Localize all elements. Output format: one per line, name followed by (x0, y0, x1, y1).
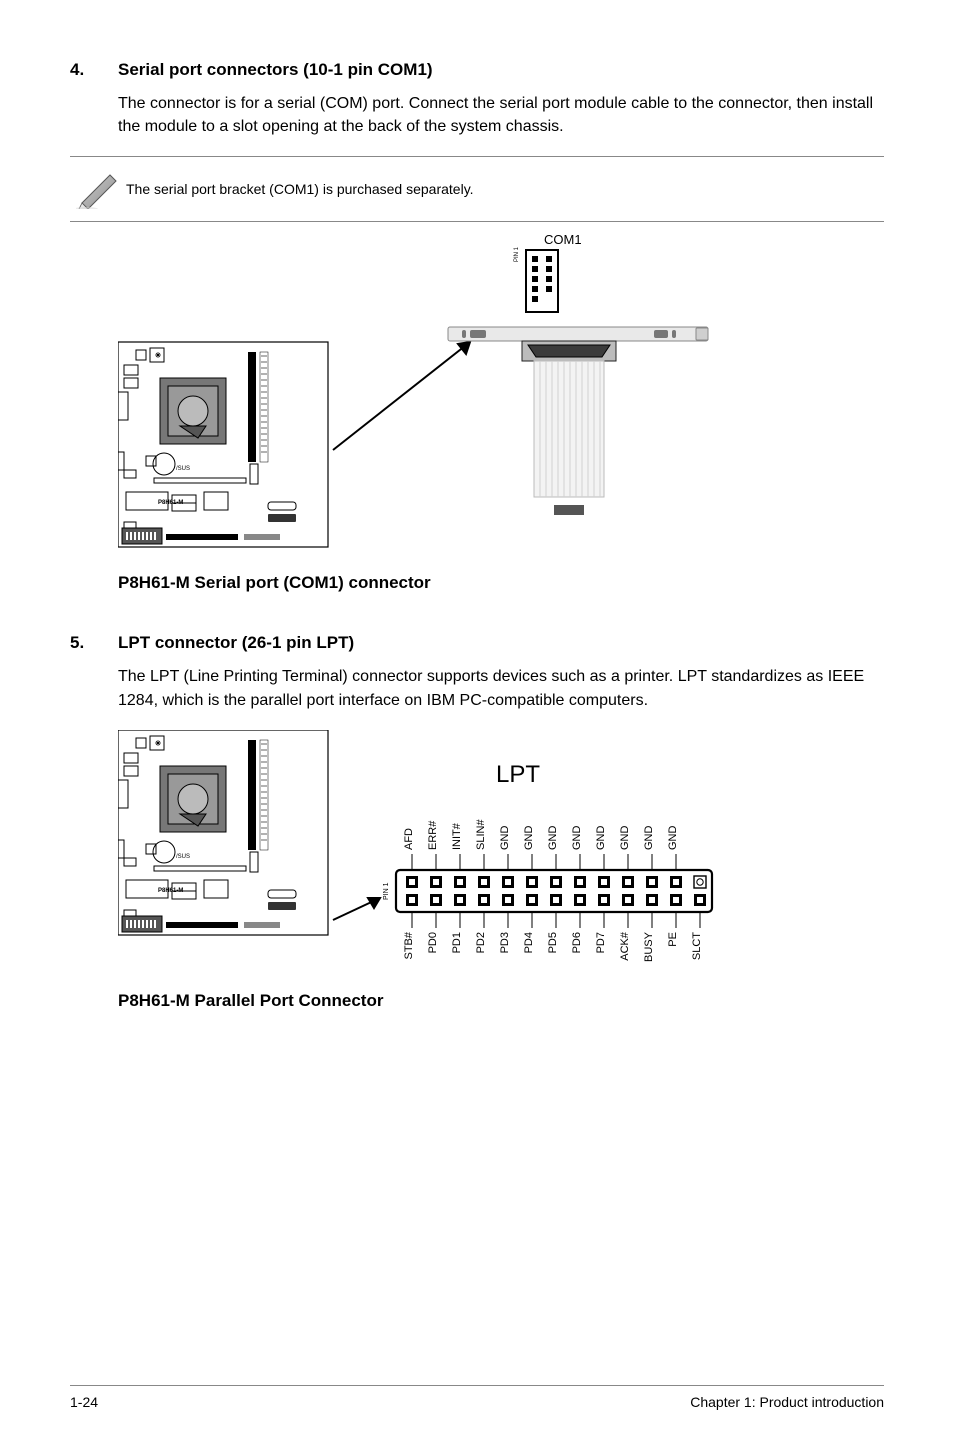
lpt-title: LPT (496, 761, 540, 788)
lpt-top-pin-label: GND (643, 825, 655, 850)
section-number: 5. (70, 633, 118, 653)
lpt-top-pin-label: GND (523, 825, 535, 850)
pencil-icon (70, 169, 126, 209)
lpt-bottom-pin-label: ACK# (619, 931, 631, 961)
lpt-bottom-pin-label: PD2 (475, 932, 487, 953)
svg-text:/SUS: /SUS (176, 854, 190, 860)
lpt-top-pin-label: GND (619, 825, 631, 850)
lpt-top-pin-label: GND (499, 825, 511, 850)
serial-diagram: /SUS P8H61-M (118, 232, 884, 593)
lpt-bottom-pin-label: PD5 (547, 932, 559, 953)
lpt-top-pin-label: INIT# (451, 822, 463, 850)
board-label: P8H61-M (158, 888, 183, 894)
lpt-bottom-pin-label: PD7 (595, 932, 607, 953)
lpt-bottom-pin-label: STB# (403, 931, 415, 959)
lpt-bottom-pin-label: PE (667, 932, 679, 947)
note-text: The serial port bracket (COM1) is purcha… (126, 181, 474, 197)
footer-left: 1-24 (70, 1394, 98, 1410)
section-lpt: 5. LPT connector (26-1 pin LPT) The LPT … (70, 633, 884, 1010)
footer-right: Chapter 1: Product introduction (690, 1394, 884, 1410)
lpt-top-pin-label: SLIN# (475, 818, 487, 849)
lpt-caption: P8H61-M Parallel Port Connector (118, 991, 884, 1011)
lpt-bottom-pin-label: SLCT (691, 931, 703, 959)
section-title: LPT connector (26-1 pin LPT) (118, 633, 354, 653)
lpt-top-pin-label: GND (595, 825, 607, 850)
board-label: P8H61-M (158, 500, 183, 506)
lpt-bottom-pin-label: PD1 (451, 932, 463, 953)
page-footer: 1-24 Chapter 1: Product introduction (70, 1385, 884, 1410)
lpt-top-pin-label: GND (571, 825, 583, 850)
section-body: The LPT (Line Printing Terminal) connect… (118, 665, 884, 711)
section-serial: 4. Serial port connectors (10-1 pin COM1… (70, 60, 884, 593)
section-header: 4. Serial port connectors (10-1 pin COM1… (70, 60, 884, 80)
section-number: 4. (70, 60, 118, 80)
lpt-top-pin-label: GND (667, 825, 679, 850)
lpt-top-pin-label: AFD (403, 828, 415, 850)
section-header: 5. LPT connector (26-1 pin LPT) (70, 633, 884, 653)
section-title: Serial port connectors (10-1 pin COM1) (118, 60, 433, 80)
lpt-diagram: /SUS P8H61-M (118, 730, 884, 1011)
note-row: The serial port bracket (COM1) is purcha… (70, 156, 884, 222)
svg-text:/SUS: /SUS (176, 466, 190, 472)
lpt-bottom-pin-label: PD3 (499, 932, 511, 953)
pin1-label: PIN 1 (383, 882, 390, 900)
lpt-bottom-pin-label: PD6 (571, 932, 583, 953)
lpt-bottom-pin-label: PD4 (523, 932, 535, 953)
page: 4. Serial port connectors (10-1 pin COM1… (0, 0, 954, 1438)
lpt-bottom-pin-label: PD0 (427, 932, 439, 953)
lpt-top-pin-label: ERR# (427, 820, 439, 850)
pin1-label: PIN 1 (514, 247, 520, 263)
lpt-top-pin-label: GND (547, 825, 559, 850)
lpt-bottom-pin-label: BUSY (643, 931, 655, 962)
section-body: The connector is for a serial (COM) port… (118, 92, 884, 138)
serial-caption: P8H61-M Serial port (COM1) connector (118, 573, 884, 593)
com1-label: COM1 (544, 232, 582, 247)
